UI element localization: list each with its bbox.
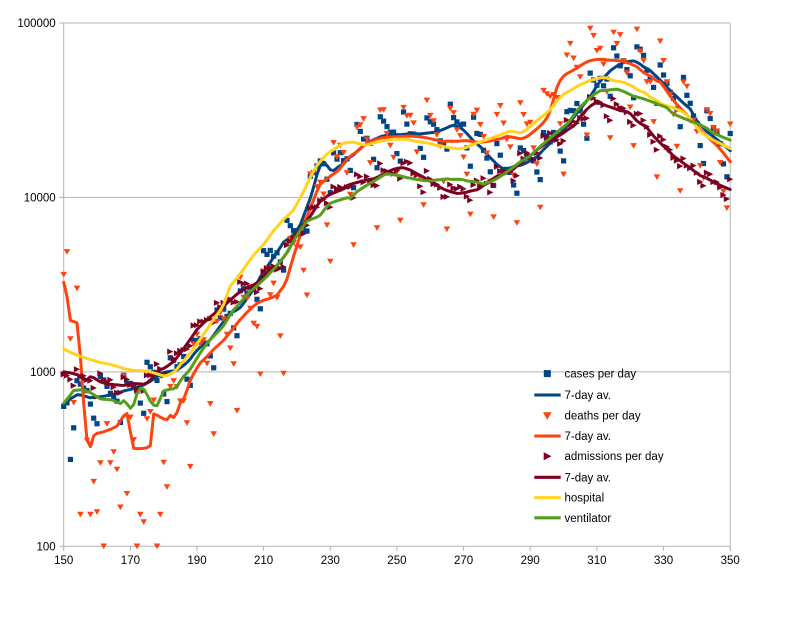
svg-text:190: 190 [187,555,206,567]
svg-text:250: 250 [387,555,406,567]
svg-text:100: 100 [37,541,56,553]
svg-text:ventilator: ventilator [565,513,612,525]
svg-text:admissions per day: admissions per day [565,451,664,463]
svg-text:deaths per day: deaths per day [565,411,641,423]
svg-text:210: 210 [254,555,273,567]
svg-text:hospital: hospital [565,493,605,505]
svg-text:170: 170 [121,555,140,567]
svg-text:cases per day: cases per day [565,369,637,381]
svg-text:230: 230 [321,555,340,567]
svg-text:350: 350 [721,555,740,567]
svg-text:270: 270 [454,555,473,567]
svg-text:1000: 1000 [30,367,56,379]
svg-text:330: 330 [654,555,673,567]
svg-text:150: 150 [54,555,73,567]
svg-text:310: 310 [587,555,606,567]
svg-text:10000: 10000 [24,192,56,204]
svg-text:100000: 100000 [17,18,55,30]
svg-text:7-day av.: 7-day av. [565,390,611,402]
svg-text:7-day av.: 7-day av. [565,431,611,443]
svg-text:290: 290 [521,555,540,567]
svg-text:7-day av.: 7-day av. [565,472,611,484]
